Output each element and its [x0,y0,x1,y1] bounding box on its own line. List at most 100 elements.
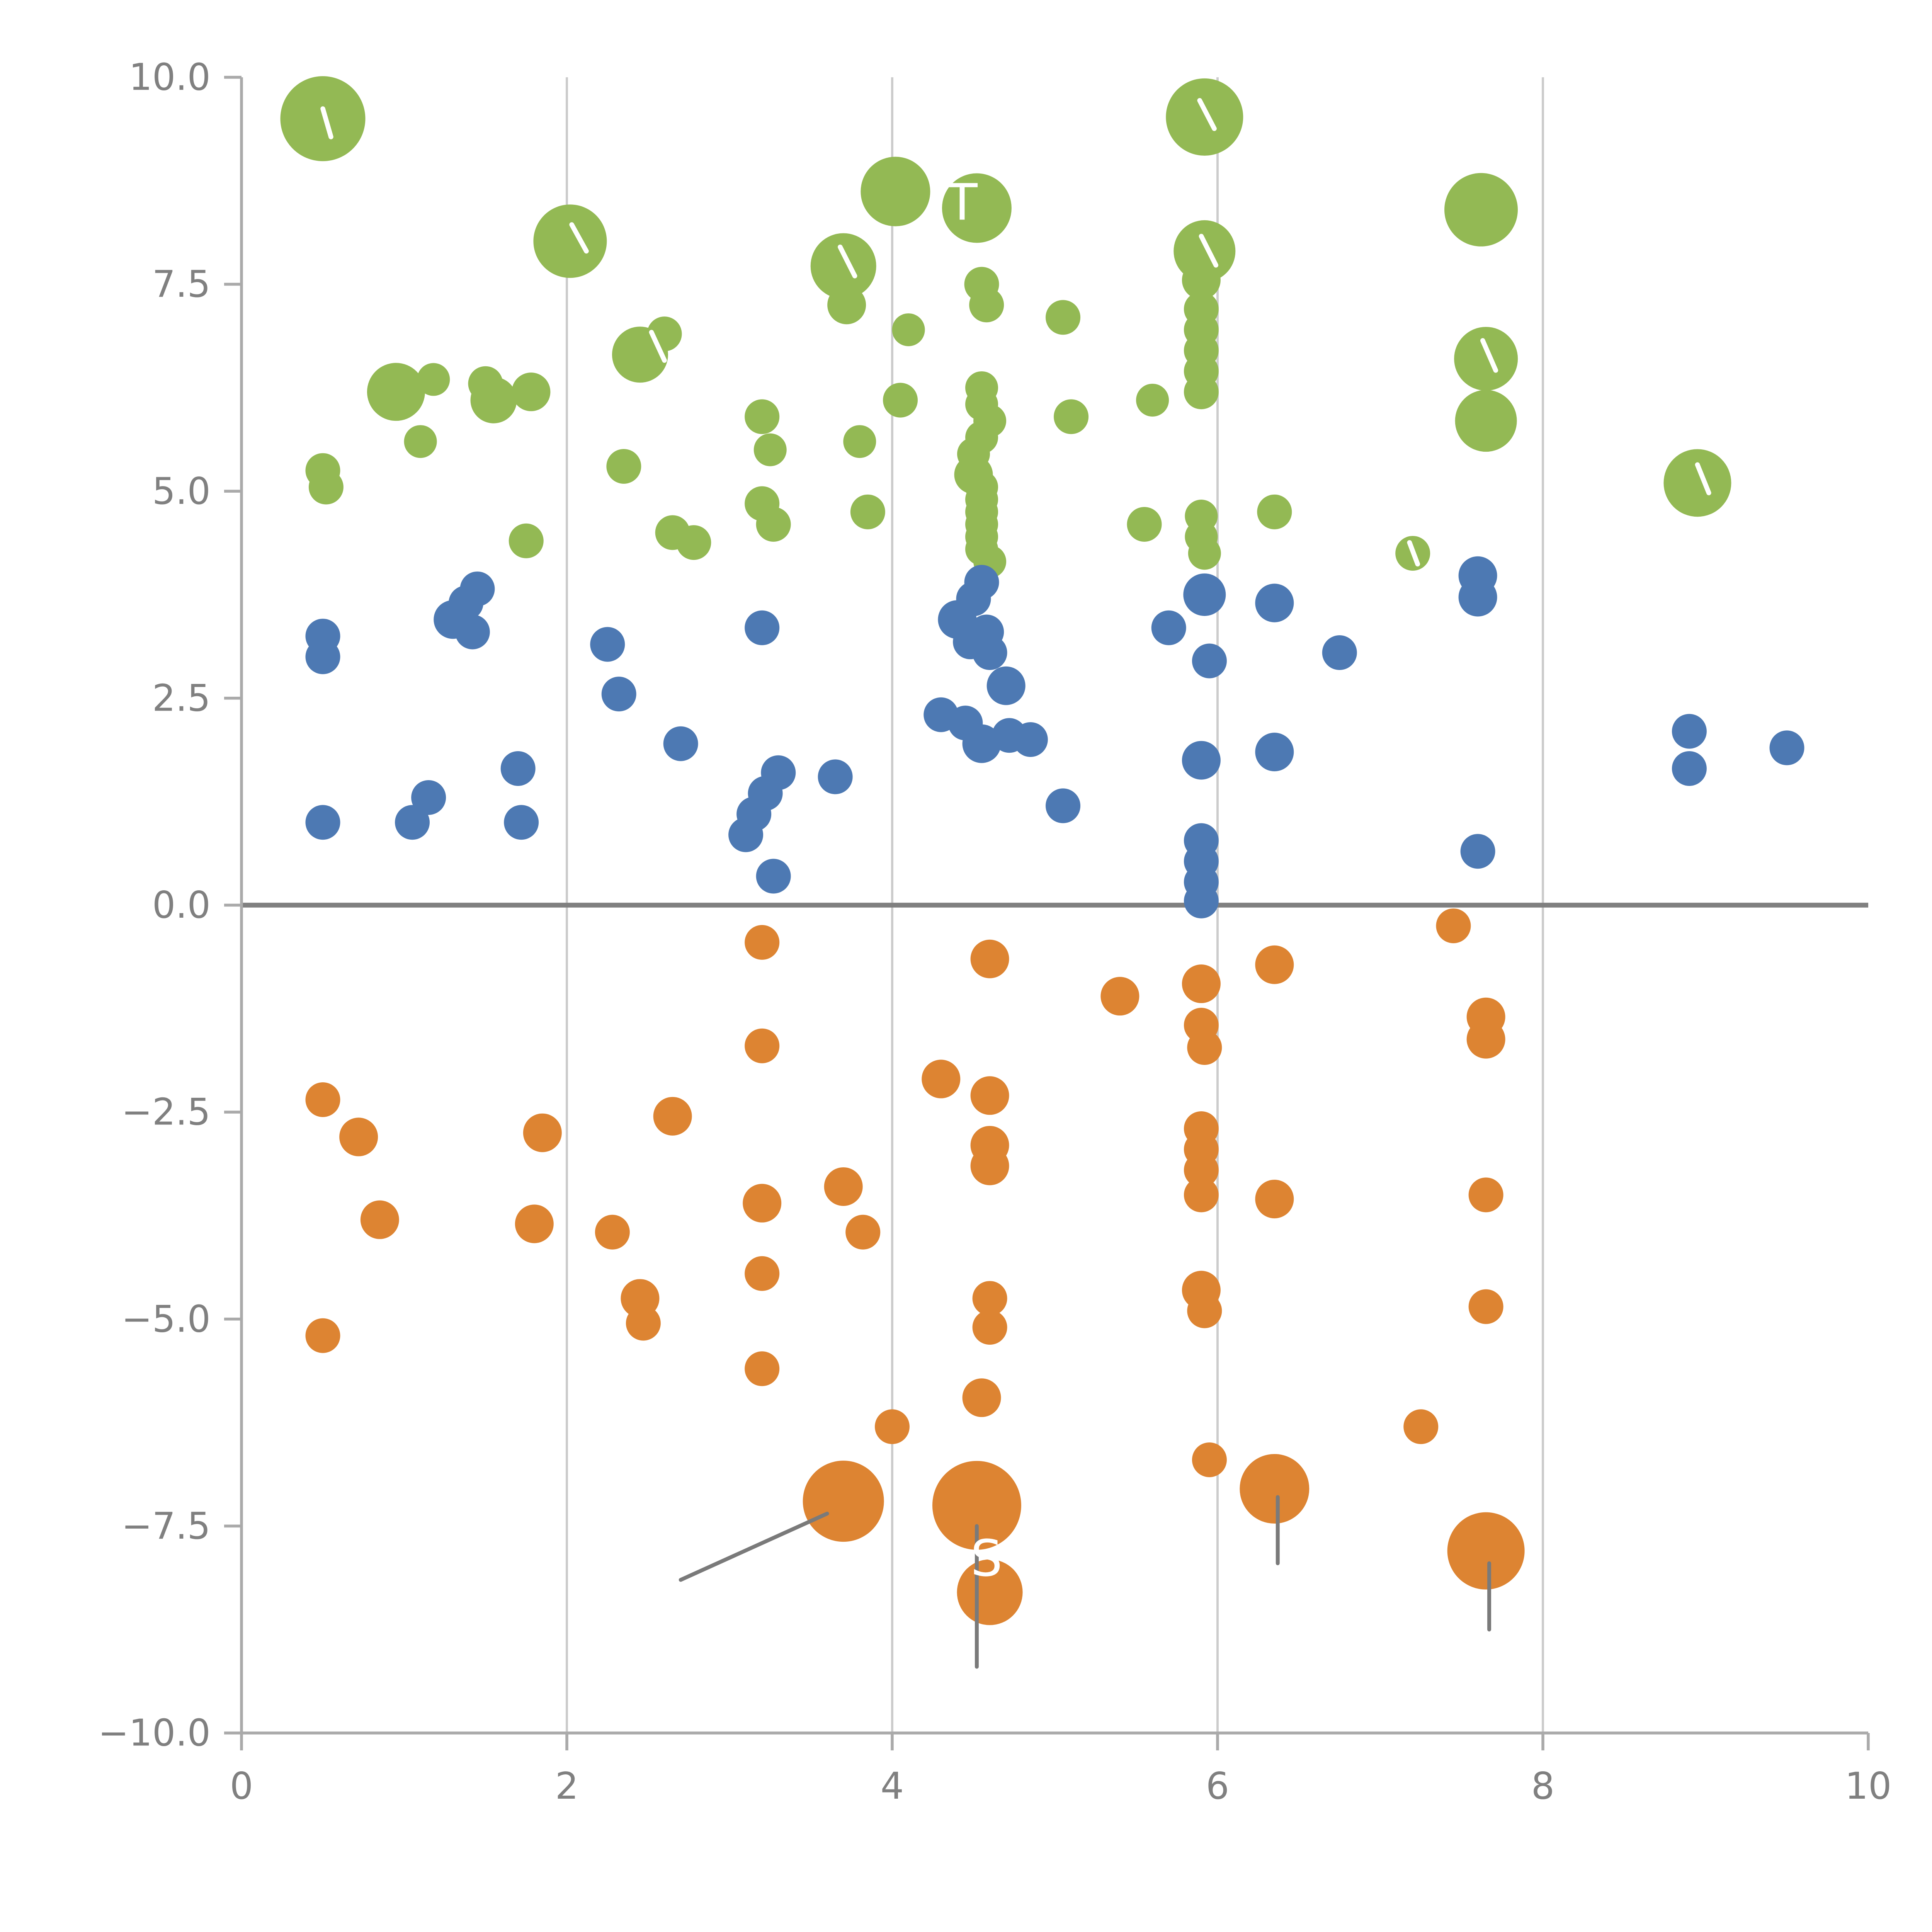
x-tick-label: 10 [1845,1765,1892,1808]
data-point-blue [500,751,536,786]
annotation-line [1695,462,1711,495]
data-point-orange [1255,1180,1294,1219]
data-point-blue [1255,733,1294,772]
annotation-label: T [946,173,978,232]
data-point-orange [1436,908,1471,944]
annotation-line [838,244,857,279]
data-point-green [753,433,787,466]
data-point-blue [460,571,495,607]
x-tick-label: 8 [1531,1765,1554,1808]
data-point-blue [964,565,999,600]
data-point-green [1257,494,1292,529]
data-point-blue [969,614,1004,650]
annotation-line [569,222,589,254]
y-tick-label: −2.5 [121,1091,211,1134]
annotation-line [320,106,333,139]
y-tick-label: 2.5 [152,677,211,719]
data-point-green [676,525,711,560]
y-tick-label: −10.0 [98,1712,211,1755]
series-blue [305,556,1804,918]
annotation-lines [320,98,1711,1669]
data-point-green [1454,327,1518,391]
y-tick-label: 0.0 [152,884,211,927]
data-point-orange [1184,1177,1219,1213]
data-point-orange [1466,1020,1505,1059]
data-point-orange [745,1351,780,1386]
data-point-orange [653,1097,692,1136]
data-point-blue [1183,573,1226,616]
y-tick-label: 10.0 [129,56,211,99]
data-point-blue [1151,610,1186,645]
data-point-green [1166,78,1243,156]
data-point-green [850,494,885,529]
data-point-green [861,156,930,226]
data-point-green [892,313,925,346]
annotation-labels: TS [946,173,1002,1588]
data-point-green [942,173,1012,243]
data-point-orange [970,1076,1009,1115]
x-tick-label: 4 [881,1765,904,1808]
data-point-green [1182,260,1221,299]
data-point-blue [761,755,796,790]
y-tick-label: −7.5 [121,1505,211,1548]
data-point-green [827,286,866,325]
data-point-orange [1184,1153,1219,1188]
data-point-orange [515,1204,554,1243]
y-tick-label: −5.0 [121,1298,211,1340]
data-point-green [606,449,641,484]
data-point-orange [626,1306,661,1341]
data-point-green [308,469,344,505]
data-point-blue [1460,834,1495,869]
data-point-orange [932,1461,1021,1550]
data-point-orange [1403,1409,1439,1444]
annotation-line [649,330,667,363]
data-point-blue [1458,578,1497,617]
data-point-green [1046,300,1081,335]
data-point-green [883,383,918,418]
data-point-orange [1182,964,1221,1003]
data-point-green [1444,173,1518,247]
data-point-orange [745,1256,780,1291]
data-point-orange [957,1559,1023,1625]
data-point-blue [745,610,780,645]
annotation-line [1480,338,1498,373]
data-point-orange [1468,1177,1503,1213]
data-point-orange [523,1113,562,1152]
x-tick-label: 2 [555,1765,578,1808]
series-orange [305,908,1525,1625]
data-point-blue [411,780,446,815]
data-point-orange [1100,977,1139,1016]
data-point-green [843,425,876,458]
data-point-blue [728,817,764,852]
series-green [280,76,1731,578]
data-point-orange [1240,1454,1310,1524]
data-point-blue [305,639,340,674]
data-point-blue [395,805,430,840]
data-point-green [509,523,544,558]
data-point-orange [1468,1289,1503,1324]
data-point-orange [803,1461,884,1542]
annotation-line [679,1512,829,1582]
data-point-orange [1187,1293,1222,1328]
annotation-label: S [971,1529,1003,1588]
data-point-blue [962,724,1001,763]
data-point-blue [756,859,791,894]
data-point-blue [986,666,1026,705]
data-point-green [470,377,517,423]
data-point-blue [1182,741,1221,780]
data-point-orange [339,1117,378,1156]
data-point-blue [1184,883,1219,918]
data-point-orange [972,1281,1007,1316]
data-point-blue [1672,714,1707,749]
data-point-green [404,425,437,458]
data-point-green [810,233,876,299]
y-tick-label: 5.0 [152,470,211,513]
data-point-blue [601,677,636,712]
data-point-blue [663,726,698,761]
data-point-orange [845,1214,881,1250]
data-point-green [1188,537,1221,570]
data-point-orange [922,1060,961,1099]
data-point-orange [1187,1030,1222,1065]
x-axis: 0 2 4 6 8 10 [230,1733,1892,1808]
